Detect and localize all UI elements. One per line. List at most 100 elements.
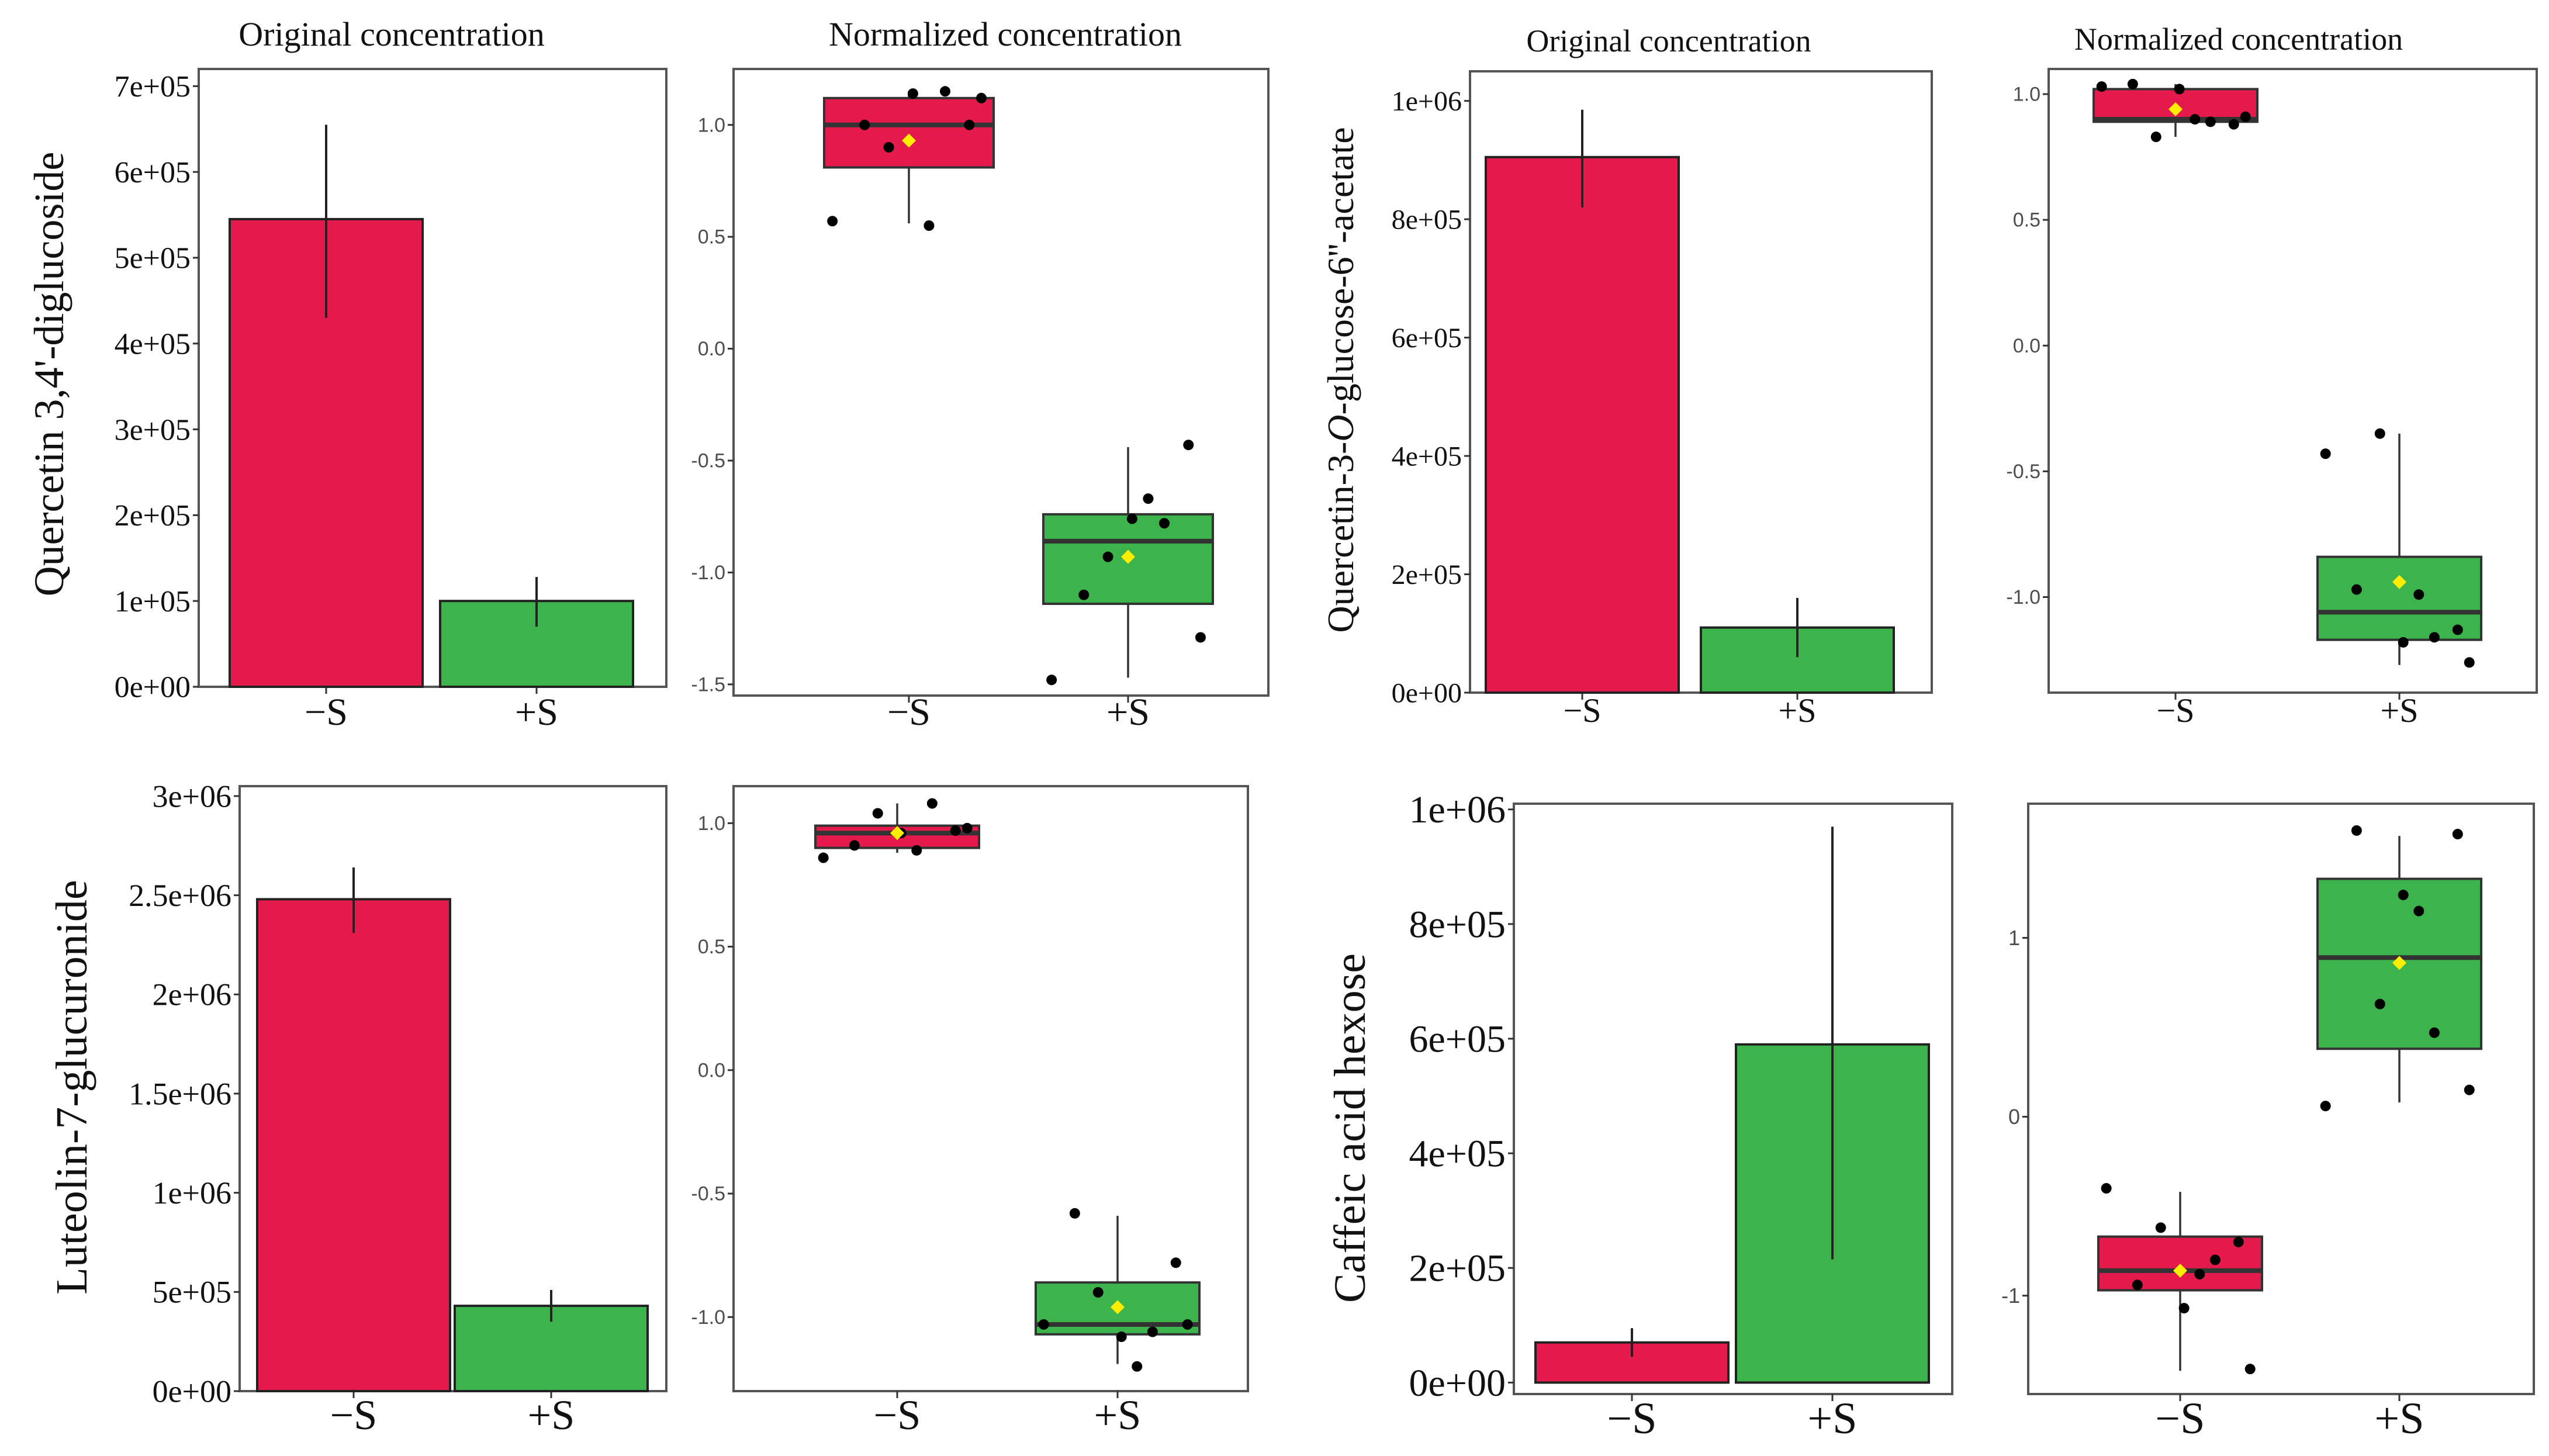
bar-minus-s <box>256 898 451 1393</box>
data-point <box>1147 1326 1158 1337</box>
plot-frame <box>2047 68 2538 694</box>
y-tick-label: 6e+05 <box>1392 323 1462 354</box>
mean-marker <box>2392 956 2406 970</box>
y-tick-label: 2e+05 <box>1409 1247 1506 1290</box>
data-point <box>859 119 870 130</box>
y-tick-label: -1.0 <box>691 562 725 584</box>
data-point <box>2464 1084 2475 1095</box>
plot-frame <box>198 68 667 688</box>
y-tick-label: 6e+05 <box>115 156 191 189</box>
y-tick-label: 5e+05 <box>115 242 191 275</box>
y-tick-label: 0.0 <box>698 1059 725 1081</box>
y-tick-label: 1e+05 <box>115 585 191 618</box>
data-point <box>2178 1303 2190 1314</box>
data-point <box>2452 624 2463 635</box>
y-tick-label: 0e+00 <box>1409 1362 1506 1405</box>
data-point <box>2320 1101 2331 1112</box>
data-point <box>2205 116 2216 127</box>
data-point <box>2233 1236 2244 1247</box>
y-tick-label: -1.0 <box>691 1306 725 1329</box>
data-point <box>818 852 829 863</box>
x-tick-label: +S <box>2374 1394 2424 1443</box>
data-point <box>2374 428 2385 439</box>
mean-marker <box>2173 1263 2187 1278</box>
y-tick-label: -0.5 <box>2006 461 2040 483</box>
data-point <box>2464 657 2475 668</box>
data-point <box>1126 513 1137 524</box>
data-point <box>926 798 938 809</box>
y-tick-label: 8e+05 <box>1409 903 1506 946</box>
panel-quercetin-diglucoside-normalized: -1.5 -1.0 -0.5 0.0 0.5 1.0 −S +S <box>691 68 1270 734</box>
y-tick-label: 1.5e+06 <box>129 1076 231 1111</box>
y-tick-label: -0.5 <box>691 1183 725 1205</box>
data-point <box>1116 1332 1127 1343</box>
data-point <box>2101 1183 2112 1194</box>
title-left-normalized: Normalized concentration <box>829 15 1182 53</box>
data-point <box>2413 905 2425 917</box>
data-point <box>2155 1222 2166 1233</box>
plot-frame <box>732 68 1270 697</box>
data-point <box>1195 632 1206 643</box>
data-point <box>2228 119 2239 130</box>
mean-marker <box>2168 102 2183 116</box>
data-point <box>872 808 883 819</box>
data-point <box>2127 78 2138 89</box>
y-tick-label: 1.0 <box>698 812 725 835</box>
panel-quercetin-acetate-original: 0e+00 2e+05 4e+05 6e+05 8e+05 1e+06 −S +S <box>1392 70 1933 729</box>
y-tick-label: 8e+05 <box>1392 204 1462 235</box>
y-tick-label: 1e+06 <box>1392 86 1462 117</box>
data-point <box>2351 584 2362 595</box>
y-tick-label: 3e+05 <box>115 413 191 447</box>
x-tick-label: +S <box>528 1392 575 1438</box>
plot-frame <box>1513 803 1953 1395</box>
data-point <box>2374 998 2385 1009</box>
y-tick-label: 1.0 <box>698 114 725 136</box>
y-tick-label: 1e+06 <box>1409 788 1506 831</box>
data-point <box>883 142 894 153</box>
title-right-normalized: Normalized concentration <box>2074 22 2403 57</box>
panel-luteolin-original: 0e+00 5e+05 1e+06 1.5e+06 2e+06 2.5e+06 3e+06 −… <box>129 779 667 1438</box>
data-point <box>976 92 987 103</box>
row-label-quercetin-acetate: Quercetin-3-O-glucose-6''-acetate <box>1320 127 1361 632</box>
row-label-qa-prefix: Quercetin-3- <box>1320 442 1361 633</box>
title-right-original: Original concentration <box>1526 23 1811 58</box>
data-point <box>2351 825 2362 836</box>
y-tick-label: 0e+00 <box>153 1374 231 1409</box>
data-point <box>2209 1254 2221 1265</box>
data-point <box>2174 84 2185 95</box>
mean-marker <box>1111 1300 1125 1315</box>
data-point <box>2096 81 2107 92</box>
data-point <box>939 86 950 97</box>
data-point <box>2320 448 2331 459</box>
x-tick-label: −S <box>305 691 348 734</box>
y-tick-label: 1 <box>2008 926 2020 950</box>
data-point <box>1158 518 1170 529</box>
y-tick-label: 2.5e+06 <box>129 878 231 913</box>
y-tick-label: -0.5 <box>691 450 725 472</box>
y-tick-label: 0 <box>2008 1105 2020 1129</box>
data-point <box>1182 1319 1193 1330</box>
panel-luteolin-normalized: -1.0 -0.5 0.0 0.5 1.0 −S +S <box>691 785 1249 1438</box>
y-tick-label: 4e+05 <box>115 327 191 361</box>
data-point <box>1102 551 1113 562</box>
box-minus-s <box>823 96 995 169</box>
y-tick-label: 0.5 <box>698 226 725 248</box>
y-tick-label: 0.0 <box>2013 335 2040 357</box>
panel-caffeic-original: 0e+00 2e+05 4e+05 6e+05 8e+05 1e+06 −S +S <box>1409 788 1953 1443</box>
x-tick-label: +S <box>515 691 558 734</box>
y-tick-label: 2e+05 <box>115 499 191 532</box>
data-point <box>2244 1364 2256 1375</box>
data-point <box>1183 440 1194 451</box>
data-point <box>2413 589 2425 600</box>
x-tick-label: −S <box>887 691 931 734</box>
bar-minus-s <box>1485 155 1680 694</box>
row-label-caffeic: Caffeic acid hexose <box>1326 953 1375 1303</box>
y-tick-label: 2e+05 <box>1392 559 1462 590</box>
row-label-qa-italic: O <box>1320 414 1361 441</box>
data-point <box>849 840 860 851</box>
row-label-qa-suffix: -glucose-6''-acetate <box>1320 127 1361 414</box>
row-label-luteolin: Luteolin-7-glucuronide <box>47 880 96 1294</box>
x-tick-label: +S <box>2381 691 2419 729</box>
x-tick-label: −S <box>874 1392 921 1438</box>
x-tick-label: −S <box>1607 1394 1656 1443</box>
